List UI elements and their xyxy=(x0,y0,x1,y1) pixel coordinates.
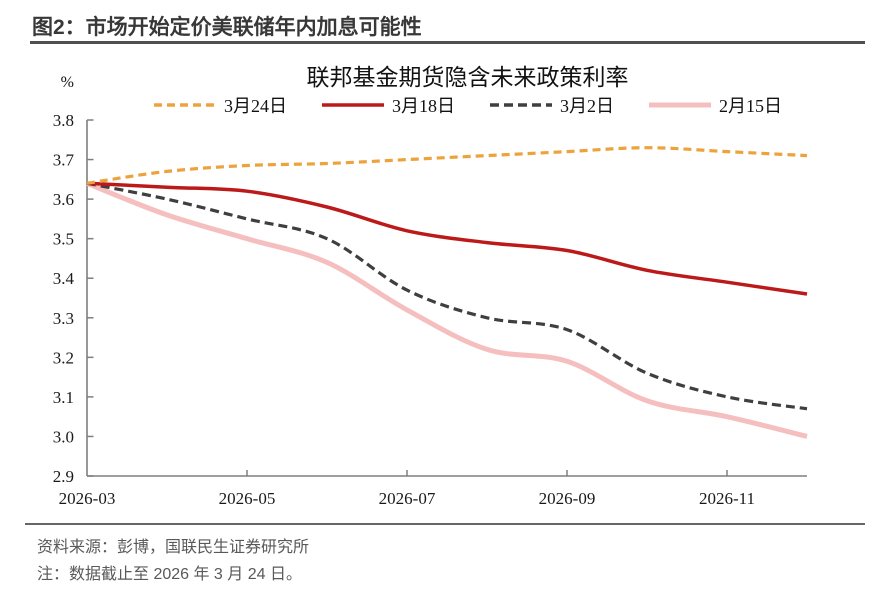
y-tick-label: 3.5 xyxy=(53,230,74,249)
y-tick-label: 3.0 xyxy=(53,427,74,446)
x-tick-label: 2026-11 xyxy=(699,489,755,508)
series-line-3 xyxy=(86,180,808,439)
x-tick-label: 2026-07 xyxy=(379,489,436,508)
source-note: 资料来源：彭博，国联民生证券研究所 xyxy=(37,539,310,556)
series-line-1 xyxy=(86,181,808,296)
legend-item-3: 2月15日 xyxy=(648,92,782,118)
x-tick-label: 2026-03 xyxy=(59,489,116,508)
legend-label: 3月18日 xyxy=(392,96,455,116)
legend-item-1: 3月18日 xyxy=(321,92,455,118)
legend-swatch-icon xyxy=(490,103,552,107)
x-tick-label: 2026-05 xyxy=(219,489,276,508)
footer-divider xyxy=(25,523,865,525)
y-tick-label: 3.6 xyxy=(53,190,74,209)
y-tick-label: 3.3 xyxy=(53,309,74,328)
y-tick-label: 3.1 xyxy=(53,388,74,407)
y-tick-label: 3.7 xyxy=(53,151,75,170)
y-tick-label: 3.2 xyxy=(53,348,74,367)
y-tick-label: 2.9 xyxy=(53,467,74,486)
series-line-2 xyxy=(86,181,808,411)
y-tick-label: 3.8 xyxy=(53,111,74,130)
y-axis-unit-label: % xyxy=(60,74,74,91)
series-line-0 xyxy=(86,146,808,185)
legend-swatch-icon xyxy=(322,103,384,107)
y-tick-label: 3.4 xyxy=(53,269,75,288)
chart-title: 联邦基金期货隐含未来政策利率 xyxy=(306,65,629,90)
legend-label: 2月15日 xyxy=(719,96,782,116)
figure-header-title: 图2：市场开始定价美联储年内加息可能性 xyxy=(32,16,422,39)
header-underline xyxy=(30,41,865,44)
legend-swatch-icon xyxy=(649,102,711,108)
legend-item-0: 3月24日 xyxy=(153,92,287,118)
legend-label: 3月24日 xyxy=(224,96,287,116)
chart-legend: 3月24日 3月18日 3月2日 2月15日 xyxy=(0,92,895,118)
legend-swatch-icon xyxy=(154,103,216,107)
x-tick-label: 2026-09 xyxy=(539,489,596,508)
data-cutoff-note: 注：数据截止至 2026 年 3 月 24 日。 xyxy=(37,566,302,583)
legend-label: 3月2日 xyxy=(560,96,614,116)
legend-item-2: 3月2日 xyxy=(489,92,614,118)
